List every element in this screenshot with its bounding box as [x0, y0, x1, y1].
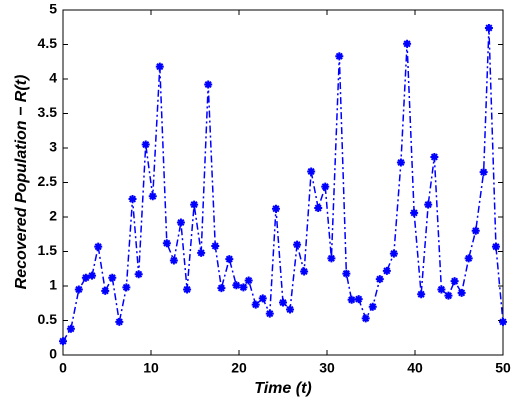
data-point [430, 152, 439, 161]
data-point [162, 239, 171, 248]
y-tick-label: 2.5 [38, 173, 58, 189]
data-point [225, 255, 234, 264]
data-point [396, 158, 405, 167]
data-point [321, 182, 330, 191]
data-point [450, 277, 459, 286]
data-point [217, 284, 226, 293]
data-point [354, 295, 363, 304]
data-point [190, 200, 199, 209]
data-point [169, 256, 178, 265]
data-point [361, 314, 370, 323]
data-point [271, 204, 280, 213]
y-tick-label: 0.5 [38, 311, 58, 327]
x-tick-label: 0 [59, 360, 67, 376]
data-point [307, 167, 316, 176]
data-point [81, 273, 90, 282]
x-tick-label: 50 [495, 360, 511, 376]
data-point [457, 288, 466, 297]
y-axis-label: Recovered Population − R(t) [13, 75, 30, 290]
data-point [115, 317, 124, 326]
data-point [88, 271, 97, 280]
data-point [347, 295, 356, 304]
data-point [244, 276, 253, 285]
data-point [239, 283, 248, 292]
data-point [403, 39, 412, 48]
data-point [314, 204, 323, 213]
data-point [265, 309, 274, 318]
data-point [155, 62, 164, 71]
data-point [108, 273, 117, 282]
data-point [417, 290, 426, 299]
y-tick-label: 5 [49, 1, 57, 17]
data-point [382, 266, 391, 275]
data-point [491, 242, 500, 251]
data-point [74, 285, 83, 294]
data-point [389, 249, 398, 258]
x-tick-label: 20 [231, 360, 247, 376]
data-point [286, 305, 295, 314]
data-point [134, 270, 143, 279]
data-point [183, 285, 192, 294]
y-tick-label: 1 [49, 277, 57, 293]
data-point [424, 200, 433, 209]
y-tick-label: 4.5 [38, 35, 58, 51]
data-point [327, 254, 336, 263]
data-point [479, 168, 488, 177]
data-point [293, 240, 302, 249]
data-point [444, 291, 453, 300]
data-point [437, 285, 446, 294]
data-point [464, 254, 473, 263]
data-point [499, 317, 507, 326]
x-tick-label: 10 [143, 360, 159, 376]
data-point [471, 226, 480, 235]
data-point [204, 80, 213, 89]
data-point [59, 337, 67, 346]
y-tick-label: 3.5 [38, 104, 58, 120]
x-tick-label: 30 [319, 360, 335, 376]
data-point [197, 248, 206, 257]
data-point [211, 241, 220, 250]
data-point [410, 208, 419, 217]
data-point [258, 294, 267, 303]
data-point [148, 192, 157, 201]
y-tick-label: 2 [49, 208, 57, 224]
data-point [300, 267, 309, 276]
y-tick-label: 4 [49, 70, 57, 86]
data-point [101, 286, 110, 295]
data-point [94, 242, 103, 251]
y-tick-label: 0 [49, 346, 57, 362]
data-point [279, 298, 287, 307]
data-point [375, 275, 384, 284]
data-point [342, 269, 351, 278]
x-tick-label: 40 [407, 360, 423, 376]
x-axis-label: Time (t) [254, 380, 311, 397]
data-point [128, 195, 137, 204]
data-point [232, 281, 241, 290]
data-point [141, 140, 150, 149]
data-point [368, 302, 377, 311]
data-point [484, 23, 493, 32]
data-point [66, 324, 75, 333]
data-point [335, 52, 344, 61]
data-point [251, 300, 260, 309]
data-point [176, 218, 185, 227]
y-tick-label: 1.5 [38, 242, 58, 258]
data-point [122, 283, 131, 292]
y-tick-label: 3 [49, 139, 57, 155]
